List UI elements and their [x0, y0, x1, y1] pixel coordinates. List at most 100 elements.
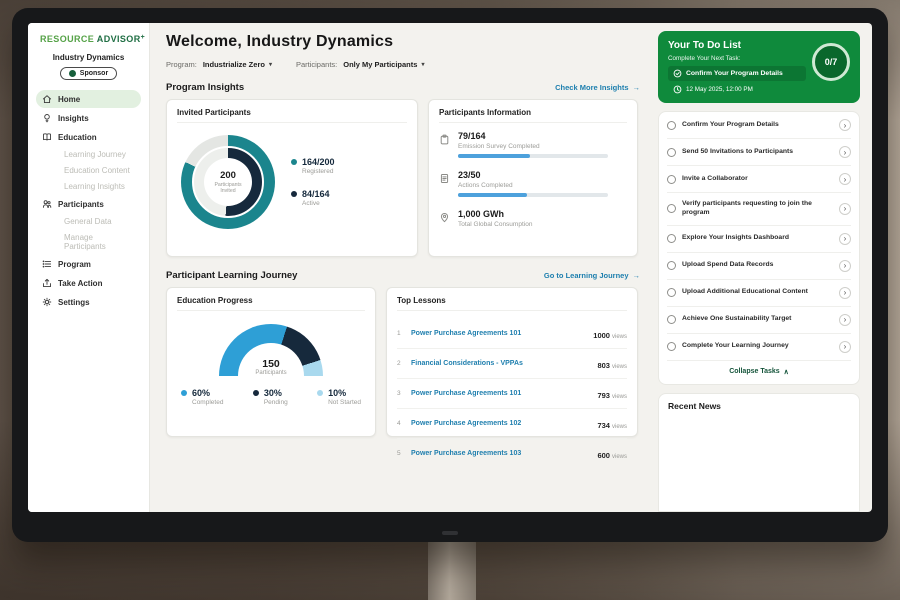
program-select[interactable]: Industrialize Zero ▾	[203, 60, 272, 69]
legend-item: 30% Pending	[252, 388, 288, 406]
task-label: Upload Additional Educational Content	[682, 288, 808, 296]
todo-task[interactable]: Send 50 Invitations to Participants ›	[667, 139, 851, 166]
todo-task[interactable]: Explore Your Insights Dashboard ›	[667, 226, 851, 253]
sidebar-item-education-content[interactable]: Education Content	[64, 166, 130, 175]
sidebar-item-manage-participants[interactable]: Manage Participants	[64, 233, 106, 251]
task-label: Upload Spend Data Records	[682, 261, 774, 269]
chevron-glyph: ›	[843, 234, 847, 244]
lesson-rank: 5	[397, 450, 401, 457]
invited-participants-card: Invited Participants 200 Participants In…	[166, 99, 418, 257]
program-select-value: Industrialize Zero	[202, 60, 265, 69]
info-row: 23/50 Actions Completed	[439, 170, 627, 197]
lesson-link[interactable]: Power Purchase Agreements 102	[411, 420, 522, 427]
next-task[interactable]: Confirm Your Program Details	[668, 66, 806, 81]
todo-task[interactable]: Invite a Collaborator ›	[667, 166, 851, 193]
donut-center-value: 200	[220, 169, 236, 181]
sidebar-item-general-data[interactable]: General Data	[64, 217, 112, 226]
sidebar-item-participants[interactable]: Participants	[36, 195, 141, 213]
lesson-views-label: views	[611, 423, 627, 430]
education-gauge-chart: 150 Participants	[219, 324, 323, 376]
card-title: Participants Information	[439, 108, 627, 123]
lesson-row: 4 Power Purchase Agreements 102 734 views	[397, 409, 627, 439]
task-checkbox[interactable]	[667, 234, 676, 244]
task-checkbox[interactable]	[667, 288, 676, 298]
sidebar-item-settings[interactable]: Settings	[36, 293, 141, 311]
home-icon	[42, 94, 52, 104]
legend-dot-completed	[181, 390, 187, 396]
main-content: Welcome, Industry Dynamics Program: Indu…	[150, 23, 652, 512]
sidebar-nav: Home Insights Education Learning Journey…	[28, 90, 149, 311]
info-label: Total Global Consumption	[458, 221, 533, 228]
todo-task[interactable]: Upload Additional Educational Content ›	[667, 280, 851, 307]
chevron-right-icon[interactable]: ›	[839, 340, 851, 353]
chevron-right-icon[interactable]: ›	[839, 259, 851, 272]
todo-panel: Your To Do List Complete Your Next Task:…	[652, 23, 872, 512]
participants-select[interactable]: Only My Participants ▾	[343, 60, 424, 69]
sponsor-icon	[68, 70, 76, 77]
sidebar: RESOURCE ADVISOR+ Industry Dynamics Spon…	[28, 23, 150, 512]
sidebar-item-learning-journey[interactable]: Learning Journey	[64, 150, 126, 159]
legend-value: 84/164	[302, 189, 330, 199]
task-checkbox[interactable]	[667, 261, 676, 271]
chevron-up-icon: ∧	[783, 368, 789, 376]
sidebar-item-insights[interactable]: Insights	[36, 109, 141, 127]
brand-primary: RESOURCE	[40, 34, 95, 44]
section-title: Program Insights	[166, 82, 245, 93]
chevron-right-icon[interactable]: ›	[839, 202, 851, 215]
task-checkbox[interactable]	[667, 120, 676, 130]
page-title: Welcome, Industry Dynamics	[166, 33, 394, 50]
todo-task[interactable]: Upload Spend Data Records ›	[667, 253, 851, 280]
check-more-insights-link[interactable]: Check More Insights →	[555, 83, 640, 92]
todo-task[interactable]: Verify participants requesting to join t…	[667, 193, 851, 226]
todo-progress-ring: 0/7	[812, 43, 850, 81]
lesson-link[interactable]: Power Purchase Agreements 101	[411, 390, 522, 397]
participants-select-value: Only My Participants	[343, 60, 418, 69]
chevron-glyph: ›	[843, 342, 847, 352]
sidebar-item-program[interactable]: Program	[36, 255, 141, 273]
lesson-link[interactable]: Power Purchase Agreements 103	[411, 450, 522, 457]
card-title: Top Lessons	[397, 296, 627, 311]
lesson-link[interactable]: Financial Considerations - VPPAs	[411, 360, 523, 367]
sidebar-item-label: Participants	[58, 199, 104, 209]
progress-bar	[458, 193, 608, 197]
legend-value: 30%	[263, 388, 282, 398]
people-icon	[42, 199, 52, 209]
chevron-glyph: ›	[843, 120, 847, 130]
chevron-right-icon[interactable]: ›	[839, 146, 851, 158]
sidebar-item-home[interactable]: Home	[36, 90, 141, 108]
todo-task[interactable]: Confirm Your Program Details ›	[667, 112, 851, 139]
legend-dot-not-started	[317, 390, 324, 396]
sidebar-item-take-action[interactable]: Take Action	[36, 274, 141, 292]
top-lessons-card: Top Lessons 1 Power Purchase Agreements …	[386, 287, 638, 460]
lesson-link[interactable]: Power Purchase Agreements 101	[411, 330, 522, 337]
document-icon	[439, 171, 450, 183]
todo-task[interactable]: Achieve One Sustainability Target ›	[667, 307, 851, 334]
task-label: Explore Your Insights Dashboard	[682, 234, 790, 242]
lesson-views: 1000	[593, 330, 610, 340]
sponsor-badge[interactable]: Sponsor	[59, 67, 118, 80]
sidebar-item-learning-insights[interactable]: Learning Insights	[64, 182, 125, 191]
chevron-right-icon[interactable]: ›	[839, 286, 851, 299]
sidebar-item-label: Insights	[58, 113, 89, 123]
legend-label: Active	[302, 200, 320, 207]
collapse-tasks-link[interactable]: Collapse Tasks ∧	[667, 361, 851, 384]
org-name: Industry Dynamics	[52, 53, 125, 62]
task-checkbox[interactable]	[667, 147, 676, 157]
task-label: Send 50 Invitations to Participants	[682, 147, 794, 155]
chevron-right-icon[interactable]: ›	[839, 173, 851, 185]
chevron-glyph: ›	[843, 288, 847, 298]
sidebar-item-education[interactable]: Education	[36, 128, 141, 146]
task-checkbox[interactable]	[667, 342, 676, 352]
progress-bar	[458, 154, 608, 158]
task-checkbox[interactable]	[667, 174, 676, 184]
todo-task[interactable]: Complete Your Learning Journey ›	[667, 334, 851, 361]
learning-journey-header: Participant Learning Journey Go to Learn…	[166, 270, 640, 281]
task-label: Complete Your Learning Journey	[682, 342, 789, 350]
lesson-views-label: views	[611, 363, 627, 370]
task-checkbox[interactable]	[667, 315, 676, 325]
task-checkbox[interactable]	[667, 204, 676, 214]
chevron-right-icon[interactable]: ›	[839, 232, 851, 245]
go-to-learning-journey-link[interactable]: Go to Learning Journey →	[544, 271, 640, 280]
chevron-right-icon[interactable]: ›	[839, 313, 851, 326]
chevron-right-icon[interactable]: ›	[839, 119, 851, 131]
